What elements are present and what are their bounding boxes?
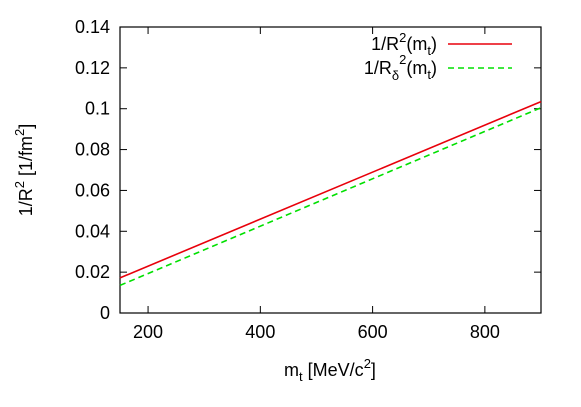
y-tick-label: 0.04 [75, 221, 110, 241]
y-tick-label: 0.1 [85, 99, 110, 119]
y-axis-label: 1/R2 [1/fm2] [12, 124, 36, 217]
y-tick-label: 0.06 [75, 180, 110, 200]
legend: 1/R2(mt)1/Rδ2(mt) [364, 30, 512, 83]
y-axis-label-rest-after: ] [16, 124, 36, 129]
x-axis-label: mt [MeV/c2] [284, 356, 376, 384]
series-line-2 [119, 106, 542, 287]
y-axis-label-sup2: 2 [12, 129, 27, 136]
series-layer [119, 100, 542, 287]
y-tick-label: 0.12 [75, 58, 110, 78]
y-tick-label: 0.02 [75, 262, 110, 282]
x-tick-label: 200 [133, 322, 163, 342]
x-axis-label-rest-before: [MeV/c [303, 360, 364, 380]
ticks: 200 400 600 800 0 0.02 0.04 0.06 0.08 0.1 0.12 0.14 [75, 17, 541, 342]
y-axis-label-rest-before: [1/fm [16, 136, 36, 181]
x-tick-label: 600 [358, 322, 388, 342]
y-tick-label: 0 [100, 303, 110, 323]
y-tick-label: 0.14 [75, 17, 110, 37]
y-tick-label: 0.08 [75, 140, 110, 160]
x-axis-label-rest-after: ] [371, 360, 376, 380]
x-tick-label: 400 [245, 322, 275, 342]
x-axis-label-sub: t [299, 369, 303, 384]
y-axis-label-sup: 2 [12, 181, 27, 188]
series-line-1 [119, 100, 542, 279]
x-axis-label-base: m [284, 360, 299, 380]
y-axis-label-base: 1/R [16, 188, 36, 216]
x-tick-label: 800 [470, 322, 500, 342]
plot-frame [119, 26, 542, 314]
legend-label-2: 1/Rδ2(mt) [364, 52, 437, 83]
x-axis-label-sup: 2 [364, 356, 371, 371]
legend-label-1: 1/R2(mt) [371, 30, 437, 58]
